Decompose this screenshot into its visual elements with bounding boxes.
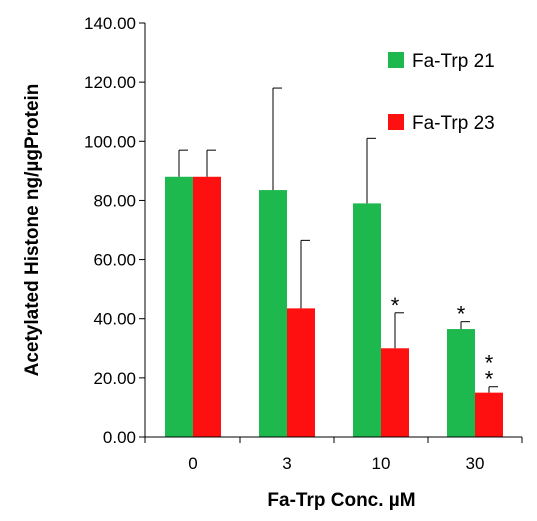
legend-swatch — [388, 114, 404, 130]
bars — [165, 176, 503, 437]
legend: Fa-Trp 21 Fa-Trp 23 — [388, 51, 495, 134]
y-axis-label: Acetylated Histone ng/µgProtein — [22, 84, 43, 377]
significance-markers: * *** — [391, 293, 494, 392]
bar-fa-trp-21 — [447, 329, 475, 437]
y-tick-label: 120.00 — [84, 73, 136, 92]
bar-fa-trp-21 — [353, 203, 381, 437]
x-tick-label: 3 — [282, 454, 291, 473]
legend-swatch — [388, 52, 404, 68]
significance-marker: * — [485, 351, 494, 376]
y-tick-label: 140.00 — [84, 14, 136, 33]
x-tick-label: 10 — [372, 454, 391, 473]
significance-marker: * — [485, 367, 494, 392]
bar-fa-trp-21 — [259, 190, 287, 437]
y-tick-label: 20.00 — [93, 369, 136, 388]
legend-label: Fa-Trp 21 — [412, 51, 495, 72]
bar-fa-trp-23 — [475, 392, 503, 437]
y-tick-label: 80.00 — [93, 191, 136, 210]
y-tick-label: 100.00 — [84, 132, 136, 151]
x-axis-label: Fa-Trp Conc. µM — [267, 490, 415, 511]
significance-marker: * — [457, 302, 466, 327]
bar-fa-trp-23 — [193, 176, 221, 437]
error-bars — [178, 87, 498, 393]
legend-label: Fa-Trp 23 — [412, 113, 495, 134]
bar-fa-trp-23 — [287, 308, 315, 437]
y-tick-label: 40.00 — [93, 310, 136, 329]
bar-fa-trp-21 — [165, 176, 193, 437]
y-tick-label: 0.00 — [103, 428, 136, 447]
bar-fa-trp-23 — [381, 348, 409, 437]
significance-marker: * — [391, 293, 400, 318]
x-tick-label: 0 — [188, 454, 197, 473]
x-axis-ticks: 0 3 10 30 — [144, 437, 523, 473]
y-tick-label: 60.00 — [93, 251, 136, 270]
y-axis-ticks: 0.00 20.00 40.00 60.00 80.00 100.00 120.00 140.… — [84, 14, 145, 447]
x-tick-label: 30 — [466, 454, 485, 473]
